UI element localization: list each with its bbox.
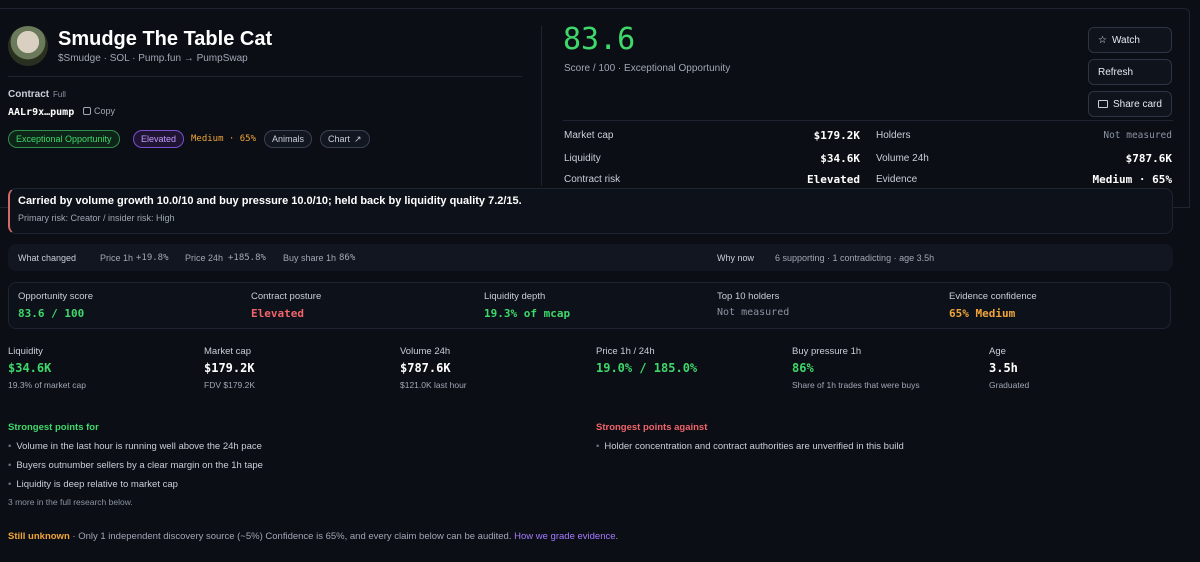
score-value: 83.6 [563,22,636,57]
stat-label: Liquidity depth [484,291,546,302]
point-against-item: • Holder concentration and contract autho… [596,441,904,452]
tag-evidence: Medium · 65% [191,134,257,144]
metric-subtext: $121.0K last hour [400,380,467,390]
star-icon: ☆ [1098,34,1107,46]
metric-subtext: 19.3% of market cap [8,380,86,390]
token-name: Smudge The Table Cat [58,28,273,50]
buy-share-label: Buy share 1h [283,253,337,263]
kv-evidence-label: Evidence [876,174,918,185]
metric-label: Volume 24h [400,346,451,357]
metric-label: Buy pressure 1h [792,346,862,357]
chart-label: Chart [328,134,351,144]
stats-card [8,282,1171,329]
price-24h-value: +185.8% [228,253,266,263]
stat-value: 65% Medium [949,307,1016,320]
still-unknown-note: Still unknown · Only 1 independent disco… [8,531,619,542]
metric-subtext: Share of 1h trades that were buys [792,380,920,390]
stat-label: Contract posture [251,291,322,302]
point-for-item: • Volume in the last hour is running well… [8,441,262,452]
tag-category[interactable]: Animals [264,130,313,148]
kv-market-cap-value: $179.2K [813,129,860,142]
metric-subtext: Graduated [989,380,1030,390]
point-for-item: • Liquidity is deep relative to market ca… [8,479,178,490]
summary-card [8,188,1173,234]
kv-evidence-value: Medium · 65% [1092,173,1172,186]
why-now-value: 6 supporting · 1 contradicting · age 3.5… [775,253,935,263]
metric-label: Price 1h / 24h [596,346,655,357]
refresh-button[interactable]: Refresh [1088,59,1172,85]
contract-address: AALr9x…pump [8,107,75,118]
grade-evidence-link[interactable]: How we grade evidence [514,531,616,542]
contract-full-toggle[interactable]: Full [53,90,66,99]
kv-volume-value: $787.6K [1125,152,1172,165]
score-subtitle: Score / 100 · Exceptional Opportunity [564,63,731,74]
metric-value: $179.2K [204,361,255,375]
summary-headline: Carried by volume growth 10.0/10 and buy… [18,195,522,207]
vertical-divider [541,26,542,186]
chart-link[interactable]: Chart ↗ [320,130,370,148]
stat-value: 19.3% of mcap [484,307,571,320]
price-1h-label: Price 1h [100,253,134,263]
price-1h-value: +19.8% [136,253,169,263]
metric-value: $787.6K [400,361,451,375]
metric-value: 3.5h [989,361,1018,375]
what-changed-bar [8,244,1173,271]
point-for-item: • Buyers outnumber sellers by a clear mar… [8,460,263,471]
kv-liquidity-label: Liquidity [564,153,601,164]
stat-value: Not measured [717,307,790,318]
divider [8,76,522,77]
kv-contract-risk-value: Elevated [807,173,860,186]
tag-risk: Elevated [133,130,185,148]
copy-icon [83,107,91,115]
kv-volume-label: Volume 24h [876,153,929,164]
token-subtitle: $Smudge · SOL · Pump.fun → PumpSwap [58,53,248,64]
kv-contract-risk-label: Contract risk [564,174,621,185]
metric-label: Age [989,346,1006,357]
metric-label: Liquidity [8,346,43,357]
watch-button[interactable]: ☆ Watch [1088,27,1172,53]
divider [563,120,1173,121]
why-now-label: Why now [717,253,755,263]
tag-opportunity: Exceptional Opportunity [8,130,120,148]
metric-value: $34.6K [8,361,52,375]
stat-value: 83.6 / 100 [18,307,85,320]
image-icon [1098,100,1108,108]
kv-market-cap-label: Market cap [564,130,614,141]
points-against-heading: Strongest points against [596,422,708,433]
more-points-note: 3 more in the full research below. [8,497,133,507]
stat-value: Elevated [251,307,304,320]
stat-label: Opportunity score [18,291,93,302]
stat-label: Evidence confidence [949,291,1037,302]
points-for-heading: Strongest points for [8,422,99,433]
kv-holders-value: Not measured [1103,130,1172,141]
buy-share-value: 86% [339,253,356,263]
copy-button[interactable]: Copy [83,106,115,116]
external-link-icon: ↗ [354,133,362,144]
metric-label: Market cap [204,346,251,357]
what-changed-label: What changed [18,253,77,263]
token-avatar [8,26,48,66]
metric-value: 19.0% / 185.0% [596,361,698,375]
primary-risk: Primary risk: Creator / insider risk: Hi… [18,213,175,223]
share-card-button[interactable]: Share card [1088,91,1172,117]
stat-label: Top 10 holders [717,291,780,302]
metric-value: 86% [792,361,814,375]
copy-label: Copy [94,106,116,116]
metric-subtext: FDV $179.2K [204,380,256,390]
price-24h-label: Price 24h [185,253,224,263]
kv-holders-label: Holders [876,130,911,141]
contract-label: Contract [8,89,50,100]
kv-liquidity-value: $34.6K [820,152,860,165]
